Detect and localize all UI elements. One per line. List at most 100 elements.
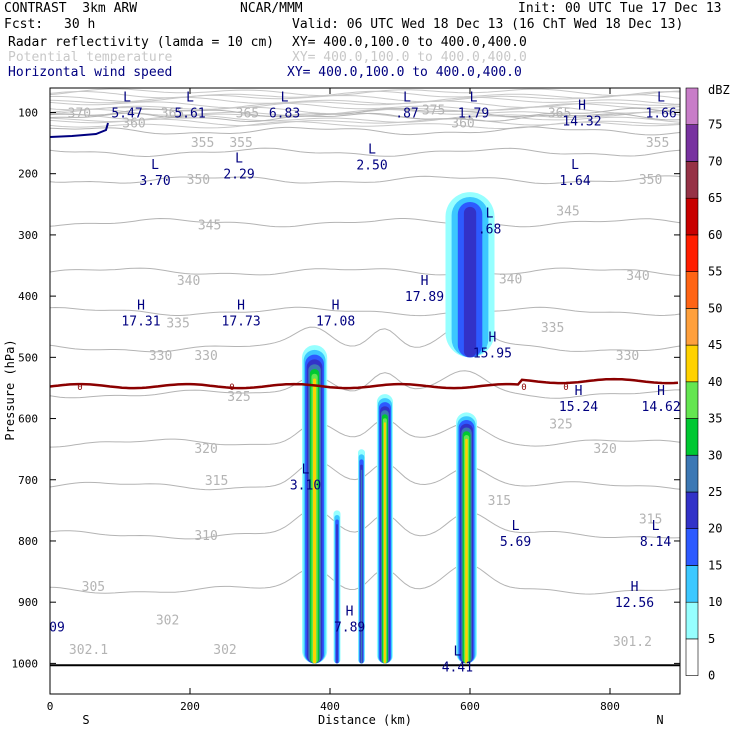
theta-contour xyxy=(50,175,680,185)
theta-contour xyxy=(50,107,680,117)
theta-contour xyxy=(50,418,680,448)
wind-extremum-kind: L xyxy=(571,158,579,173)
theta-label: 301.2 xyxy=(613,635,652,650)
theta-contour xyxy=(50,267,680,276)
theta-label: 370 xyxy=(68,107,91,122)
colorbar-swatch xyxy=(685,161,699,199)
x-axis-label: Distance (km) xyxy=(318,713,412,727)
wind-extremum-kind: H xyxy=(575,384,583,399)
colorbar-level: 55 xyxy=(708,265,722,279)
theta-upper-line xyxy=(50,114,680,123)
wind-extremum-value: 17.31 xyxy=(121,315,160,330)
theta-label: 315 xyxy=(639,513,662,528)
colorbar-swatch xyxy=(685,491,699,530)
theta-label: 302.1 xyxy=(69,643,108,658)
wind-extremum-value: 1.79 xyxy=(458,106,489,121)
theta-label: 355 xyxy=(229,136,252,151)
y-tick-label: 100 xyxy=(18,106,38,119)
theta-upper-line xyxy=(50,88,680,97)
wind-extremum-value: 3.70 xyxy=(139,174,170,189)
wind-extremum-kind: L xyxy=(470,90,478,105)
wind-extremum-kind: L xyxy=(652,519,660,534)
theta-contour xyxy=(50,306,680,317)
theta-label: 320 xyxy=(593,442,616,457)
wind-extremum-value: 1.66 xyxy=(645,106,676,121)
theta-labels: 370 365 365 375 365 360 360 355 355 355 350 350 345 3… xyxy=(68,104,670,658)
wind-extremum-kind: L xyxy=(281,90,289,105)
wind-extremum-kind: L xyxy=(657,90,665,105)
wind-extremum-kind: H xyxy=(657,384,665,399)
colorbar-swatch xyxy=(685,124,699,162)
colorbar-level: 45 xyxy=(708,338,722,352)
wind-extremum-value: 5.61 xyxy=(174,106,205,121)
colorbar-level: 10 xyxy=(708,595,722,609)
colorbar-swatch xyxy=(685,344,699,383)
theta-label: 335 xyxy=(166,317,189,332)
theta-label: 365 xyxy=(236,107,259,122)
reflectivity-band xyxy=(336,524,338,664)
colorbar-swatch xyxy=(685,87,699,126)
field-xy-wind: XY= 400.0,100.0 to 400.0,400.0 xyxy=(287,65,522,80)
wind-extremum-value: 5.69 xyxy=(500,535,531,550)
wind-extremum-value: 17.89 xyxy=(405,290,444,305)
theta-upper-line xyxy=(50,94,680,103)
colorbar-level: 70 xyxy=(708,155,722,169)
wind-extremum-value: 8.14 xyxy=(640,535,671,550)
wind-extremum-kind: H xyxy=(631,580,639,595)
wind-extremum-kind: H xyxy=(346,605,354,620)
field-name-wind: Horizontal wind speed xyxy=(8,65,173,80)
wind-extremum-kind: L xyxy=(368,142,376,157)
theta-label: 345 xyxy=(556,205,579,220)
colorbar-level: 25 xyxy=(708,485,722,499)
colorbar-unit: dBZ xyxy=(708,83,730,97)
freezing-level-line xyxy=(50,377,679,390)
x-tick-label: 600 xyxy=(460,700,480,713)
colorbar-level: 15 xyxy=(708,559,722,573)
wind-extremum-value: 12.56 xyxy=(615,596,654,611)
y-tick-label: 400 xyxy=(18,290,38,303)
reflectivity-band xyxy=(465,438,468,664)
x-tick-label: 0 xyxy=(47,700,54,713)
wind-extremum-kind: H xyxy=(137,299,145,314)
y-axis-label: Pressure (hPa) xyxy=(3,339,17,440)
theta-label: 320 xyxy=(194,442,217,457)
theta-label: 375 xyxy=(422,104,445,119)
theta-label: 330 xyxy=(194,349,217,364)
colorbar-swatch xyxy=(685,234,699,272)
theta-label: 340 xyxy=(499,273,522,288)
wind-extremum-kind: L xyxy=(235,152,243,167)
colorbar-swatch xyxy=(685,565,699,603)
theta-label: 360 xyxy=(122,117,145,132)
wind-extremum-value: 4.41 xyxy=(442,660,473,675)
theta-label: 305 xyxy=(82,580,105,595)
x-tick-label: 800 xyxy=(600,700,620,713)
axes: 100 200 300 400 500 600 700 800 900 1000 0 200 400 60… xyxy=(3,88,680,727)
wind-extremum-kind: L xyxy=(486,207,494,222)
wind-extremum-kind: H xyxy=(488,330,496,345)
theta-upper-line xyxy=(50,96,680,105)
org-label: NCAR/MMM xyxy=(240,1,303,16)
theta-contours xyxy=(50,88,680,595)
theta-label: 350 xyxy=(187,173,210,188)
wind-extremum-value: 17.73 xyxy=(222,315,261,330)
wind-extremum-value: 1.64 xyxy=(559,174,590,189)
theta-label: 355 xyxy=(191,136,214,151)
theta-contour xyxy=(50,147,680,158)
north-label: N xyxy=(656,713,663,727)
wind-extremum-value: 14.32 xyxy=(562,114,601,129)
colorbar-level: 40 xyxy=(708,375,722,389)
theta-label: 325 xyxy=(227,390,250,405)
colorbar-swatch xyxy=(685,271,699,309)
colorbar-level: 50 xyxy=(708,301,722,315)
colorbar-level: 20 xyxy=(708,522,722,536)
wind-extremum-value: .87 xyxy=(395,106,418,121)
wind-extremum-value: 2.29 xyxy=(223,168,254,183)
wind-extremum-value: 7.89 xyxy=(334,621,365,636)
y-tick-label: 500 xyxy=(18,351,38,364)
wind-extremum-value: 2.50 xyxy=(356,158,387,173)
theta-upper-line xyxy=(50,102,680,111)
y-tick-label: 200 xyxy=(18,168,38,181)
x-tick-label: 400 xyxy=(320,700,340,713)
wind-extremum-value: 6.83 xyxy=(269,106,300,121)
reflectivity-band xyxy=(313,378,317,664)
